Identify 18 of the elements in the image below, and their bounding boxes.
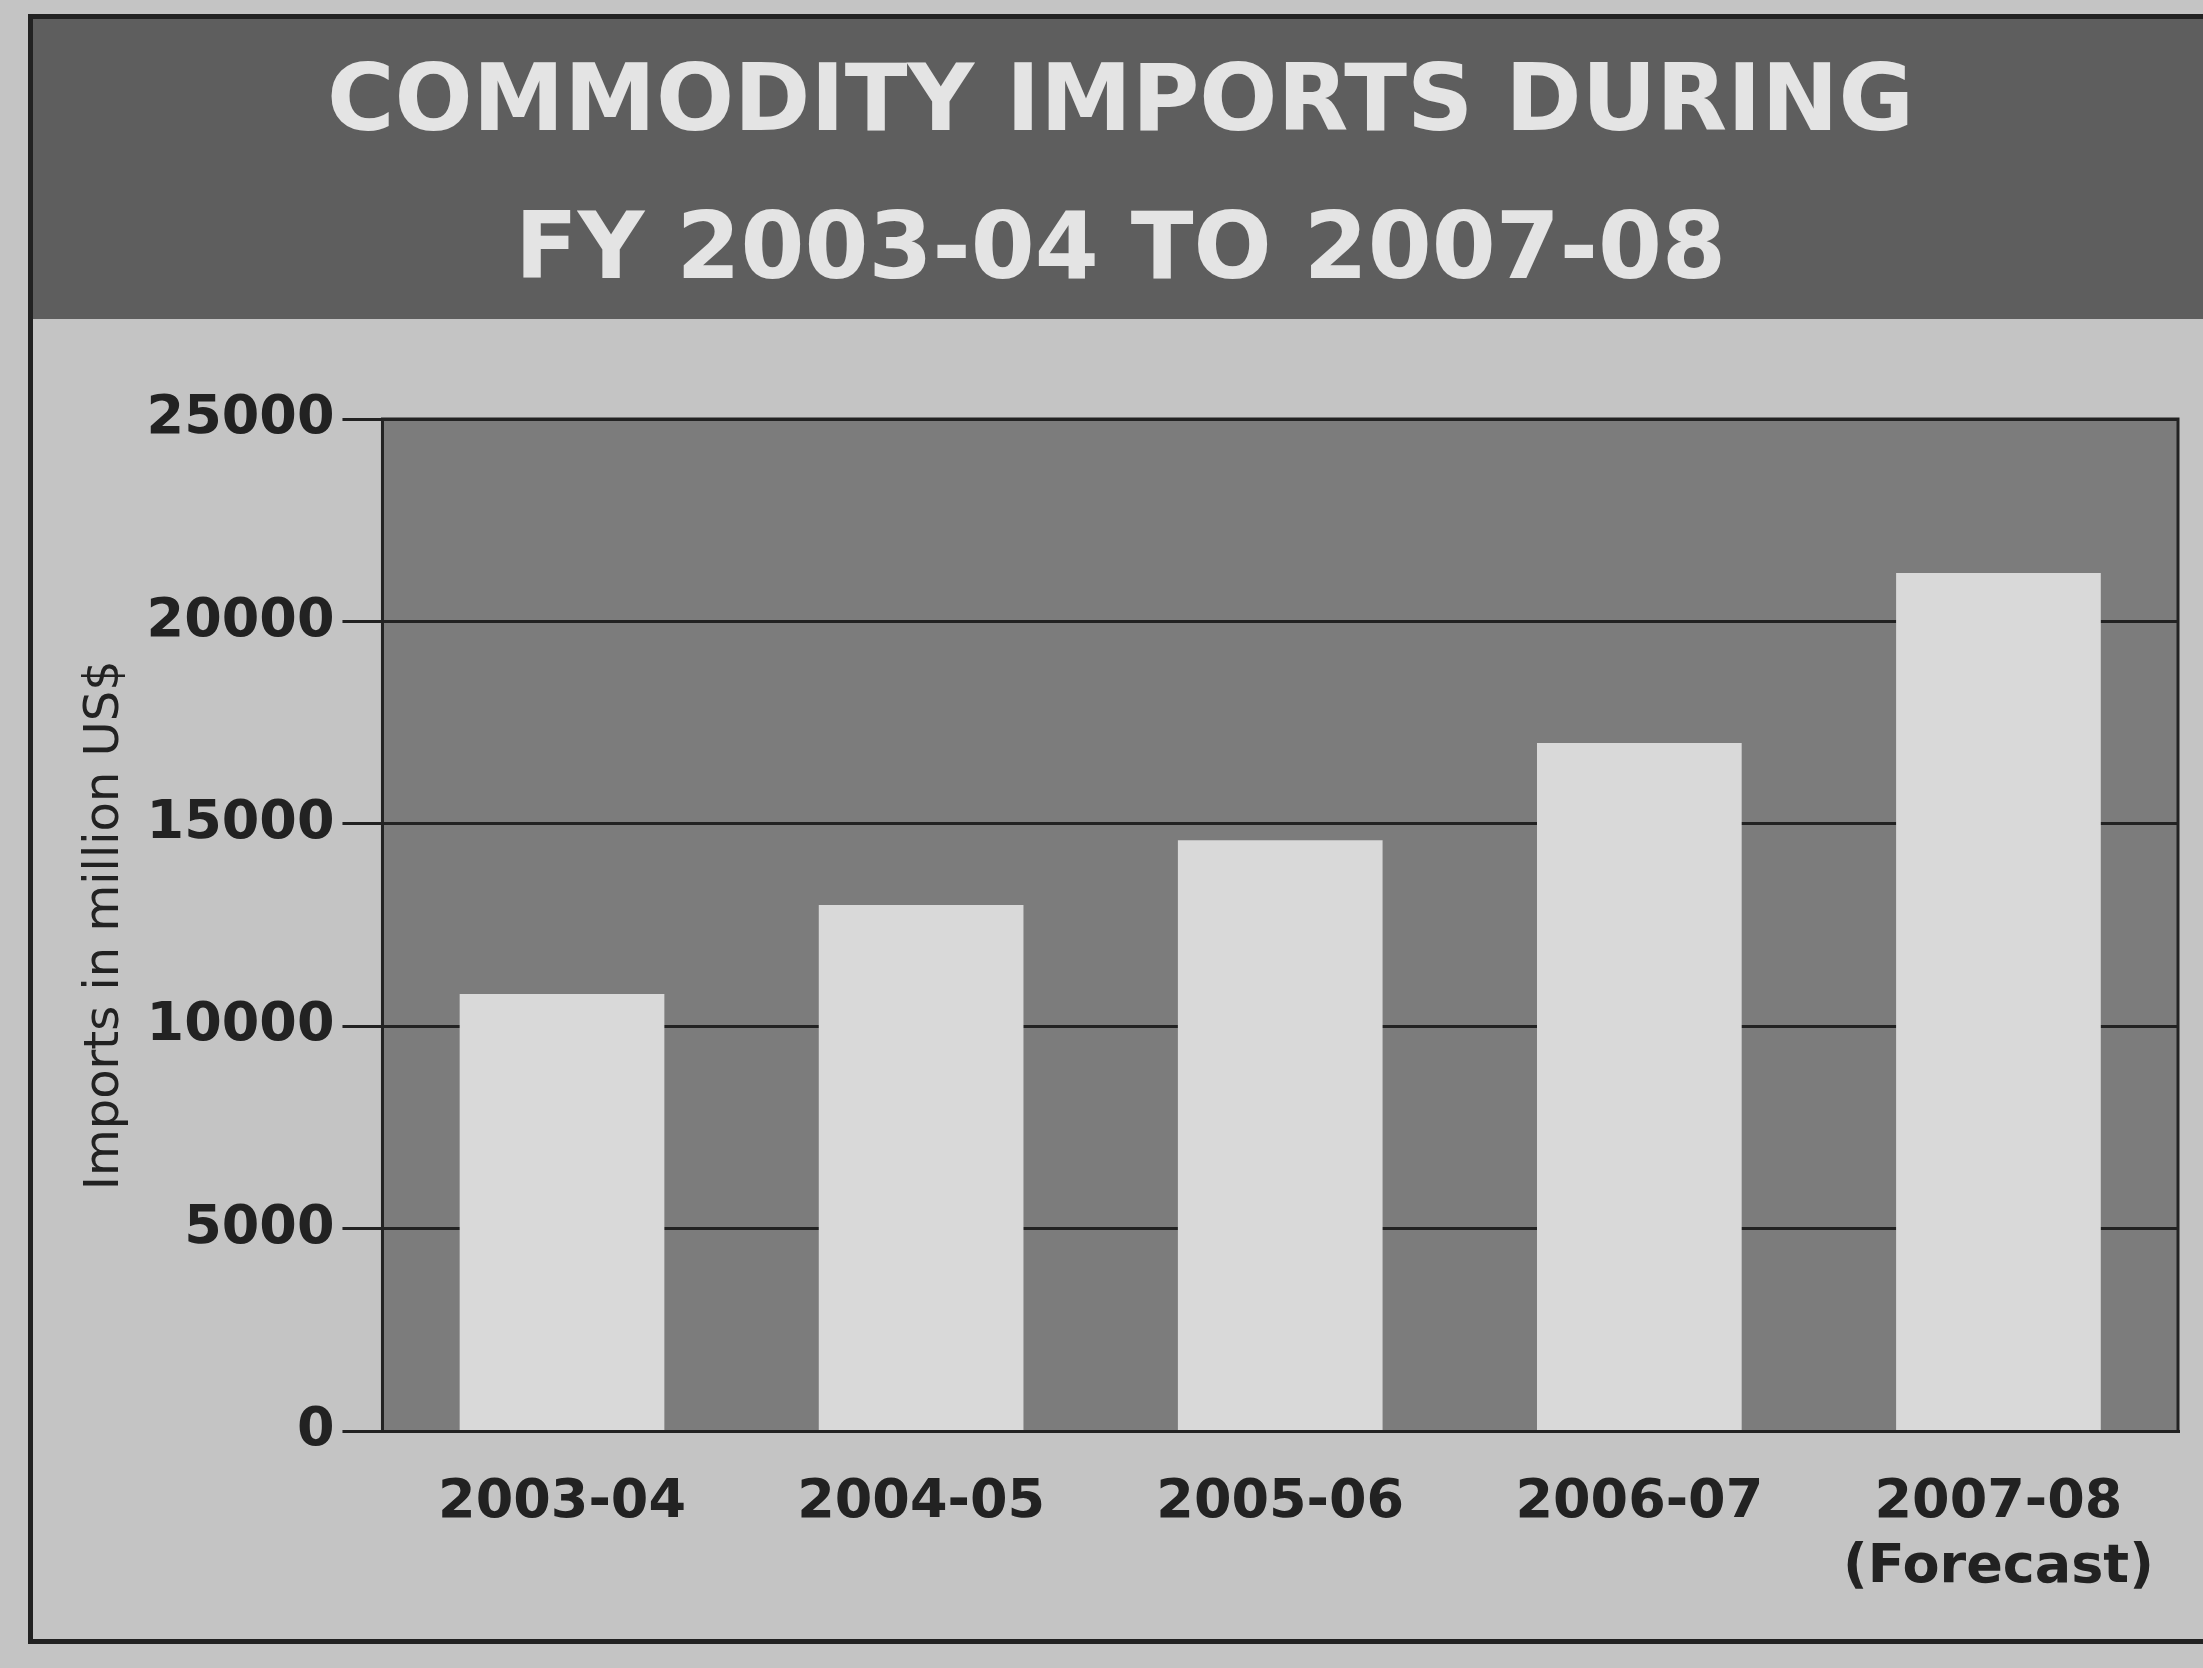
bar: [1177, 840, 1383, 1430]
x-tick-label: 2005-06: [1156, 1466, 1405, 1530]
bar: [1896, 572, 2101, 1430]
bar: [818, 904, 1024, 1430]
x-tick-label: 2004-05: [797, 1466, 1046, 1530]
chart-title: COMMODITY IMPORTS DURING FY 2003-04 TO 2007-08: [33, 19, 2203, 319]
x-tick-label: 2003-04: [438, 1466, 686, 1530]
y-tick-label: 15000: [146, 787, 335, 851]
bar: [459, 994, 665, 1430]
y-axis-title: Imports in million US$: [73, 660, 130, 1191]
y-tick-label: 0: [296, 1395, 335, 1459]
y-tick-label: 10000: [146, 990, 335, 1054]
y-tick-label: 5000: [184, 1192, 335, 1256]
y-tick-label: 20000: [146, 585, 335, 649]
x-tick-label: 2007-08 (Forecast): [1843, 1466, 2154, 1595]
y-tick-label: 25000: [146, 383, 335, 447]
x-tick-label: 2006-07: [1515, 1466, 1764, 1530]
bar: [1536, 742, 1742, 1430]
